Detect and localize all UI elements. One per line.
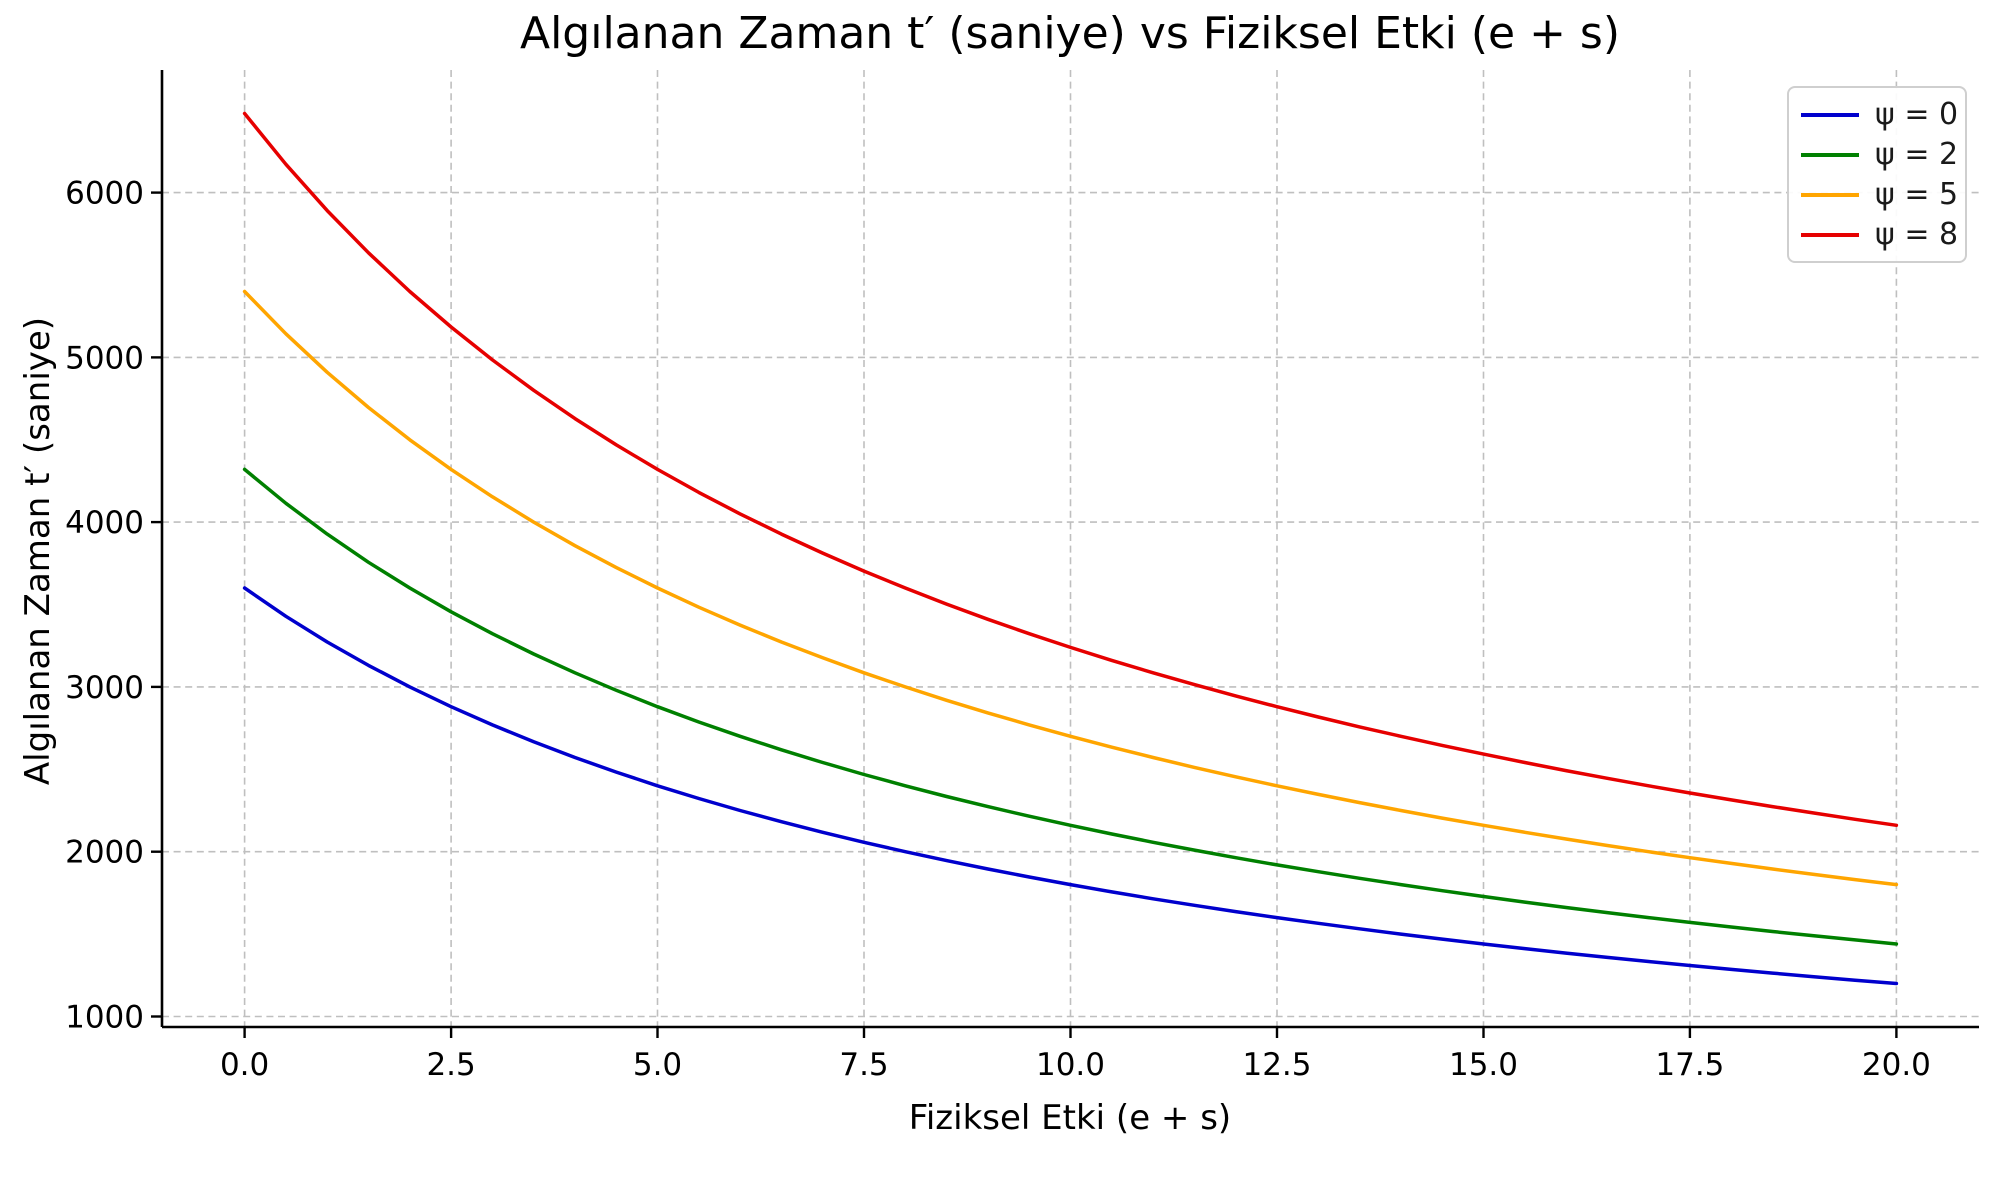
x-tick-label: 0.0	[220, 1047, 269, 1083]
x-tick-label: 20.0	[1862, 1047, 1931, 1083]
legend-label: ψ = 5	[1875, 177, 1959, 212]
legend-swatch-icon	[1801, 112, 1859, 117]
legend-label: ψ = 8	[1875, 217, 1959, 252]
x-axis-label: Fiziksel Etki (e + s)	[908, 1098, 1232, 1138]
x-tick-label: 7.5	[839, 1047, 888, 1083]
legend: ψ = 0 ψ = 2 ψ = 5 ψ = 8	[1787, 86, 1967, 263]
y-tick-label: 3000	[65, 670, 144, 706]
x-tick-label: 5.0	[633, 1047, 682, 1083]
legend-item-3: ψ = 8	[1801, 217, 1958, 252]
y-tick-label: 4000	[65, 505, 144, 541]
series-line-3	[242, 111, 1899, 828]
series-line-1	[242, 467, 1899, 946]
legend-item-0: ψ = 0	[1801, 97, 1958, 132]
x-tick-label: 15.0	[1449, 1047, 1518, 1083]
legend-swatch-icon	[1801, 152, 1859, 157]
x-tick-label: 17.5	[1655, 1047, 1724, 1083]
chart-title: Algılanan Zaman t′ (saniye) vs Fiziksel …	[519, 8, 1621, 59]
y-tick-label: 6000	[65, 176, 144, 212]
legend-label: ψ = 0	[1875, 97, 1959, 132]
y-axis-label: Algılanan Zaman t′ (saniye)	[18, 316, 58, 786]
x-tick-label: 10.0	[1036, 1047, 1105, 1083]
y-tick-label: 1000	[65, 1000, 144, 1036]
legend-item-2: ψ = 5	[1801, 177, 1958, 212]
series-line-2	[242, 289, 1899, 887]
series-line-0	[242, 586, 1899, 986]
x-tick-label: 12.5	[1242, 1047, 1311, 1083]
y-tick-label: 2000	[65, 835, 144, 871]
legend-swatch-icon	[1801, 232, 1859, 237]
legend-item-1: ψ = 2	[1801, 137, 1958, 172]
legend-swatch-icon	[1801, 192, 1859, 197]
x-tick-label: 2.5	[426, 1047, 475, 1083]
y-tick-label: 5000	[65, 340, 144, 376]
legend-label: ψ = 2	[1875, 137, 1959, 172]
